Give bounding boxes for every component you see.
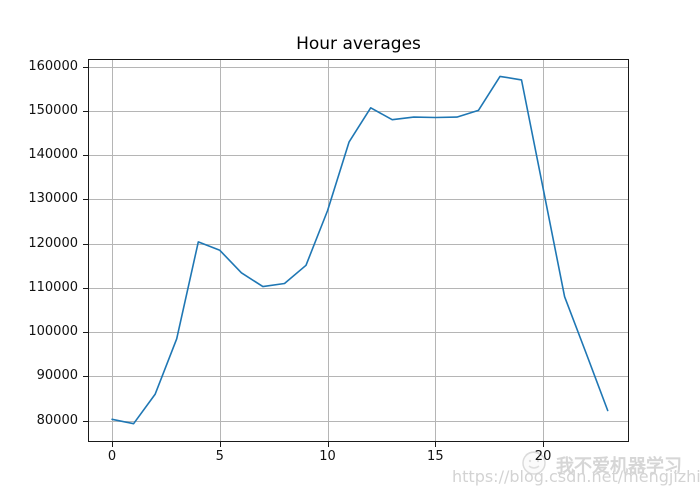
y-tick-label: 110000 [28,279,78,295]
y-tick-label: 130000 [28,191,78,207]
x-tick-label: 0 [107,449,117,464]
y-tick-mark [83,155,88,157]
x-tick-mark [543,442,545,447]
line-series [111,75,609,425]
y-tick-mark [83,66,88,68]
x-tick-label: 5 [215,449,224,464]
y-gridline [89,287,628,289]
watermark-url-text: https://blog.csdn.net/mengjizhiyou [452,467,700,486]
y-gridline [89,155,628,157]
y-gridline [89,420,628,422]
y-gridline [89,243,628,245]
y-tick-label: 160000 [28,58,78,74]
y-tick-mark [83,376,88,378]
x-tick-mark [327,442,329,447]
y-tick-label: 90000 [36,368,78,384]
y-tick-mark [83,287,88,289]
x-gridline [327,60,329,441]
y-tick-mark [83,110,88,112]
x-tick-mark [435,442,437,447]
y-gridline [89,376,628,378]
x-tick-label: 10 [319,449,336,464]
y-tick-label: 120000 [28,235,78,251]
y-tick-mark [83,420,88,422]
y-tick-mark [83,199,88,201]
y-tick-label: 80000 [36,412,78,428]
y-tick-label: 150000 [28,102,78,118]
x-tick-mark [219,442,221,447]
y-gridline [89,110,628,112]
watermark-brand-text: 我不爱机器学习 [556,456,682,477]
x-gridline [112,60,114,441]
y-tick-label: 140000 [28,147,78,163]
y-gridline [89,66,628,68]
y-gridline [89,332,628,334]
hour-averages-line [111,75,609,425]
y-gridline [89,199,628,201]
watermark-avatar-icon [522,451,546,475]
chart-title: Hour averages [296,34,421,54]
y-tick-mark [83,332,88,334]
plot-area [88,59,629,442]
y-tick-mark [83,243,88,245]
x-tick-mark [112,442,114,447]
x-gridline [435,60,437,441]
x-tick-label: 15 [427,449,444,464]
x-tick-label: 20 [534,449,552,464]
y-tick-label: 100000 [28,324,78,340]
x-gridline [543,60,545,441]
